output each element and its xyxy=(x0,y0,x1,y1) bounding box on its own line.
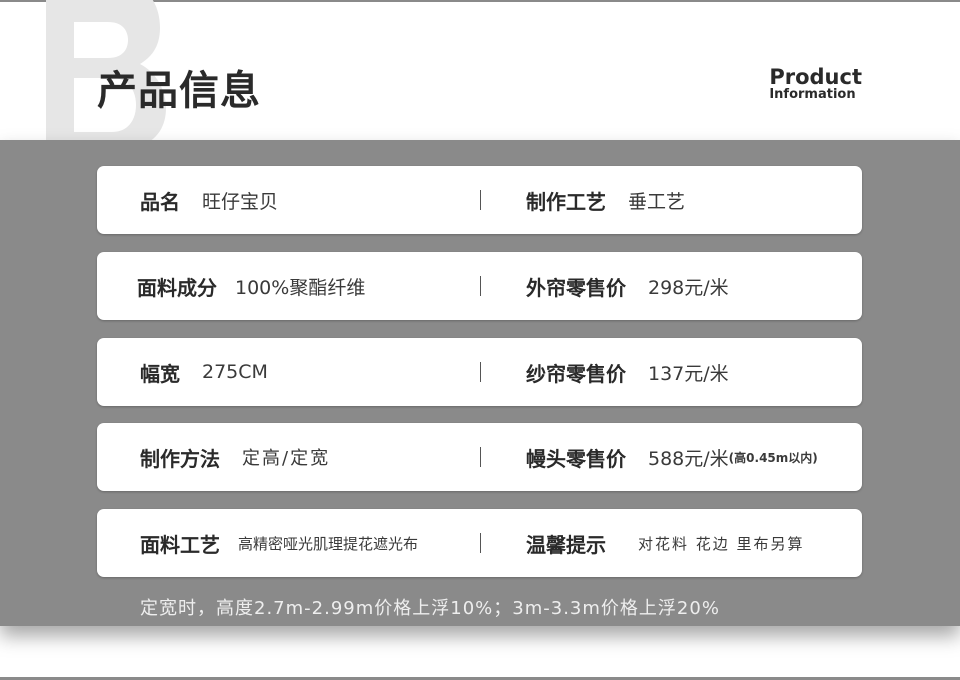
bottom-border xyxy=(0,677,960,680)
field-label: 外帘零售价 xyxy=(526,275,626,300)
field-label: 幔头零售价 xyxy=(526,446,626,471)
field-value: 137元/米 xyxy=(648,362,729,385)
divider xyxy=(480,362,481,382)
english-title: Product Information xyxy=(769,66,862,102)
english-title-line2: Information xyxy=(769,87,856,102)
info-row: 面料工艺 高精密哑光肌理提花遮光布 温馨提示 对花料 花边 里布另算 xyxy=(97,509,862,577)
field-value: 298元/米 xyxy=(648,276,729,299)
field-value: 高精密哑光肌理提花遮光布 xyxy=(238,534,419,553)
english-title-line1: Product xyxy=(769,65,862,89)
divider xyxy=(480,447,481,467)
field-label: 品名 xyxy=(140,189,180,214)
field-label: 制作方法 xyxy=(140,446,220,471)
watermark-b-shape xyxy=(46,0,166,140)
pricing-note: 定宽时，高度2.7m-2.99m价格上浮10%；3m-3.3m价格上浮20% xyxy=(140,598,720,619)
field-label: 幅宽 xyxy=(140,361,180,386)
field-value: 588元/米 xyxy=(648,447,729,470)
field-label: 面料工艺 xyxy=(140,532,220,557)
field-label: 温馨提示 xyxy=(526,532,606,557)
field-value: 275CM xyxy=(202,361,268,383)
divider xyxy=(480,190,481,210)
field-label: 面料成分 xyxy=(137,275,217,300)
field-value: 100%聚酯纤维 xyxy=(235,276,366,299)
field-value: 旺仔宝贝 xyxy=(202,190,279,213)
field-value: 定高/定宽 xyxy=(242,448,331,469)
info-row: 幅宽 275CM 纱帘零售价 137元/米 xyxy=(97,338,862,406)
field-value: 垂工艺 xyxy=(628,190,686,213)
info-row: 面料成分 100%聚酯纤维 外帘零售价 298元/米 xyxy=(97,252,862,320)
divider xyxy=(480,276,481,296)
top-border xyxy=(0,0,960,2)
info-row: 制作方法 定高/定宽 幔头零售价 588元/米 (高0.45m以内) xyxy=(97,423,862,491)
divider xyxy=(480,533,481,553)
field-note: (高0.45m以内) xyxy=(728,450,818,465)
page-title: 产品信息 xyxy=(97,68,261,114)
info-row: 品名 旺仔宝贝 制作工艺 垂工艺 xyxy=(97,166,862,234)
field-label: 纱帘零售价 xyxy=(526,361,626,386)
field-label: 制作工艺 xyxy=(526,189,606,214)
field-value: 对花料 花边 里布另算 xyxy=(638,534,805,553)
watermark-letter-graphic xyxy=(46,0,166,140)
